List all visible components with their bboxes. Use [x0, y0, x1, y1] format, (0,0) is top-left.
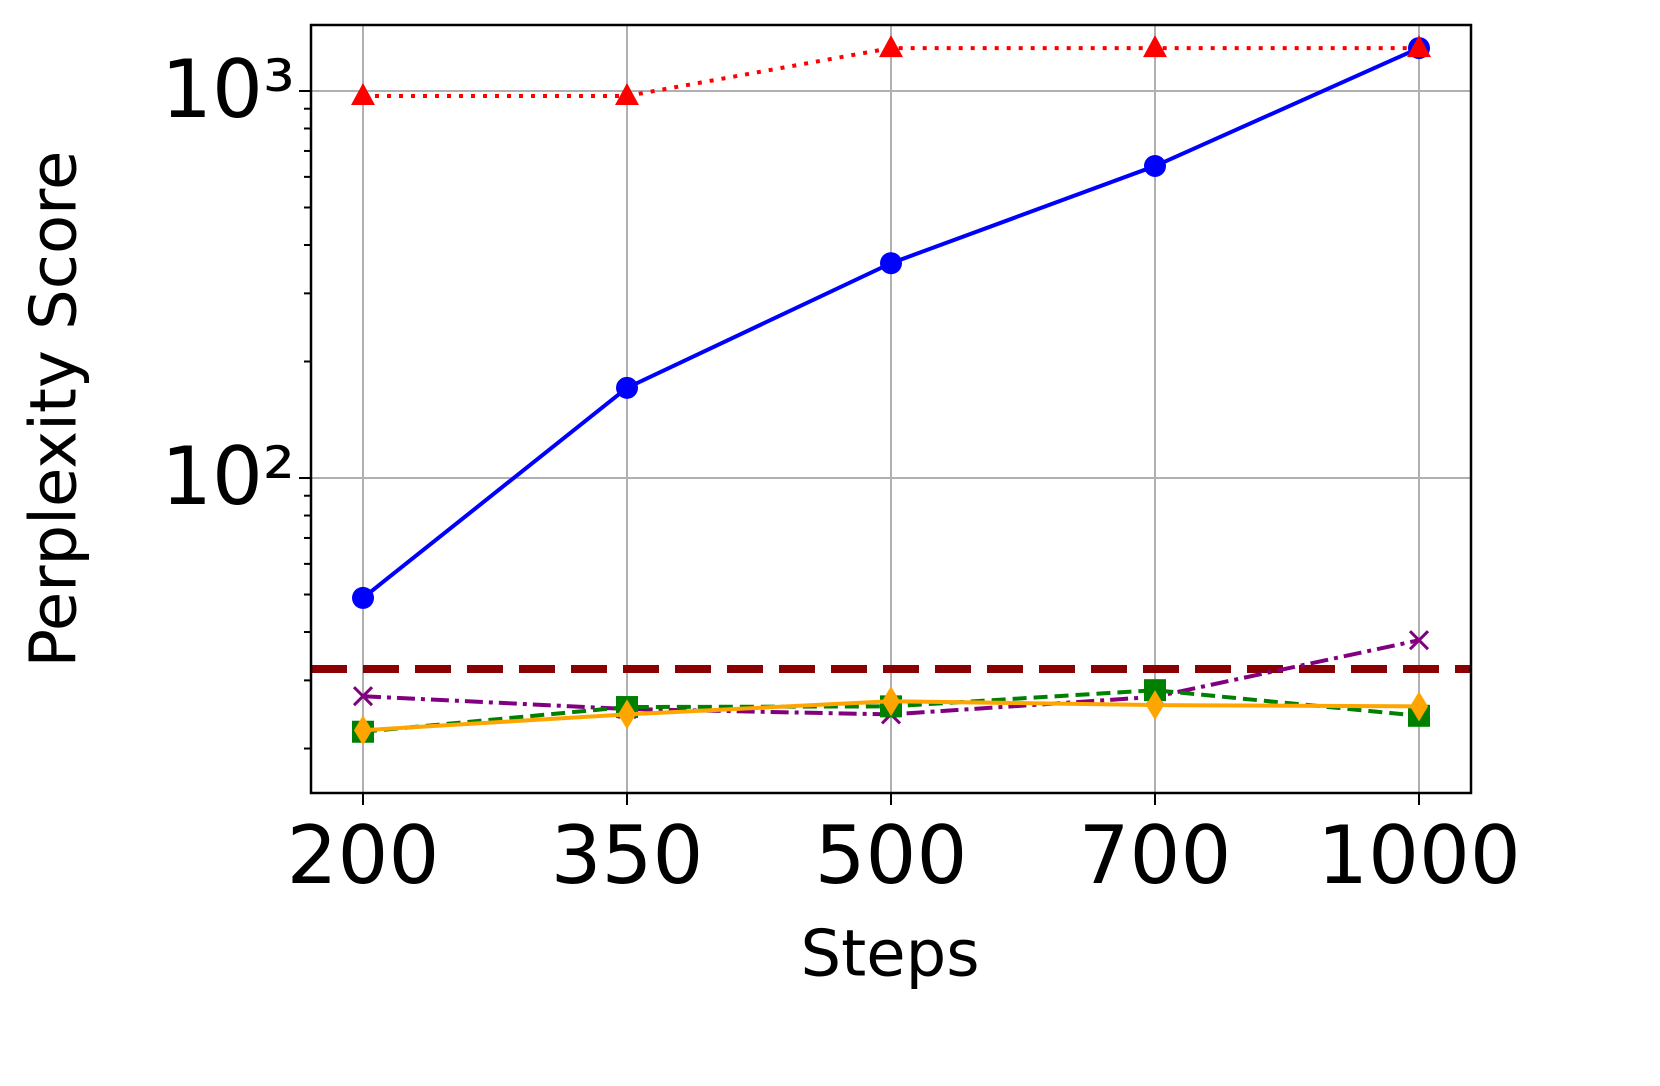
y-tick-label: 10³ — [161, 43, 295, 136]
marker — [1410, 691, 1428, 722]
marker — [351, 82, 375, 105]
y-tick-label: 10² — [161, 430, 295, 523]
marker — [352, 686, 374, 707]
marker — [1408, 630, 1430, 651]
marker — [616, 376, 638, 399]
marker — [879, 35, 903, 58]
marker — [882, 686, 900, 717]
y-axis-label: Perplexity Score — [18, 151, 92, 668]
series-line — [362, 638, 1420, 717]
marker — [618, 699, 636, 730]
x-axis-label: Steps — [800, 918, 979, 992]
plot-frame — [309, 23, 1473, 795]
marker — [352, 586, 374, 609]
marker — [1144, 155, 1166, 178]
marker — [1143, 35, 1167, 58]
marker — [1146, 690, 1164, 721]
x-tick-label: 500 — [815, 809, 968, 902]
x-tick-label: 200 — [287, 809, 440, 902]
marker — [1407, 35, 1431, 58]
marker — [354, 715, 372, 746]
x-tick-label: 700 — [1079, 809, 1232, 902]
x-tick-label: 1000 — [1317, 809, 1521, 902]
marker — [615, 82, 639, 105]
x-tick-label: 350 — [551, 809, 704, 902]
marker — [880, 252, 902, 275]
